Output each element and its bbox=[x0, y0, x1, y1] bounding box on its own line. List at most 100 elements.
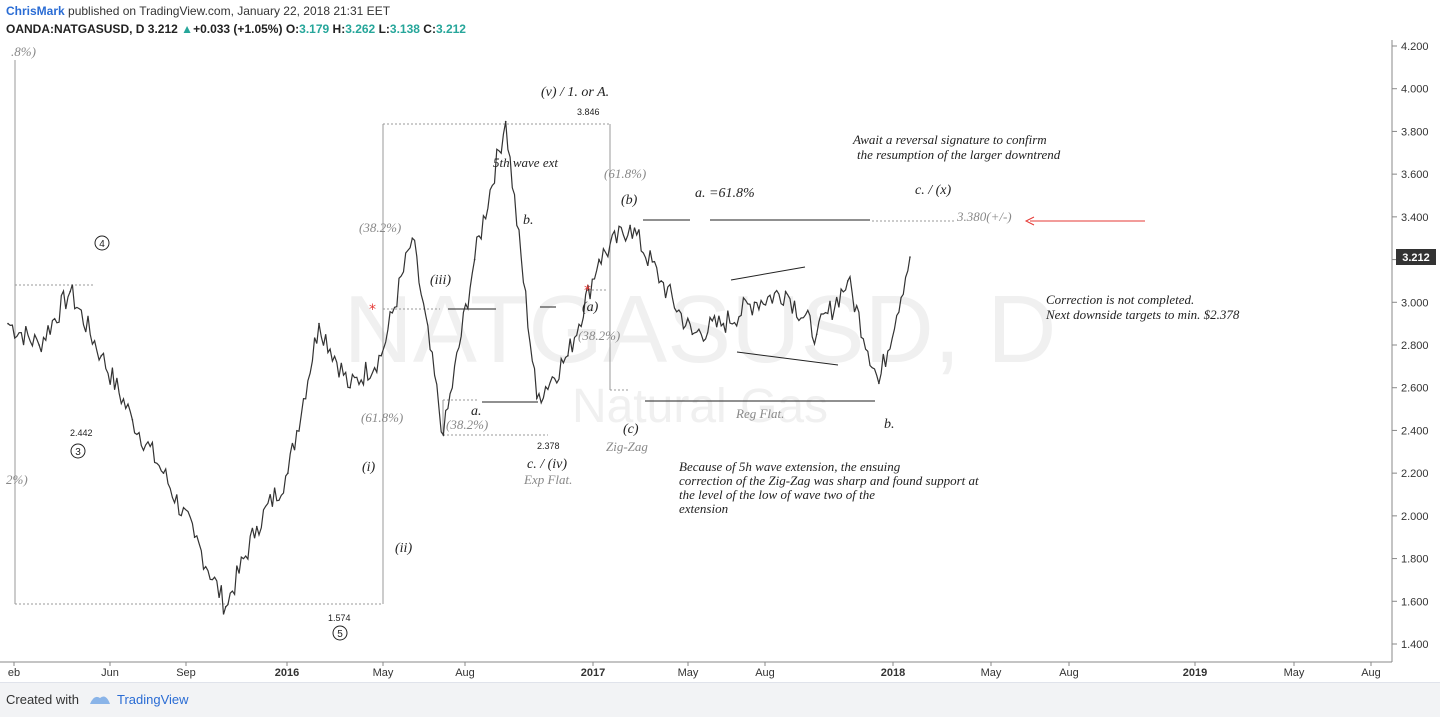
symbol-name[interactable]: OANDA:NATGASUSD, D bbox=[6, 22, 145, 36]
y-tick-label: 2.000 bbox=[1401, 511, 1429, 523]
price-point bbox=[162, 472, 165, 474]
fib-guides bbox=[15, 123, 955, 605]
fib-382-label-3: (38.2%) bbox=[578, 328, 620, 343]
x-tick-label: 2016 bbox=[275, 667, 299, 679]
note-because-1: Because of 5h wave extension, the ensuin… bbox=[679, 459, 901, 474]
wave-cx-label: c. / (x) bbox=[915, 183, 951, 198]
y-tick-label: 3.800 bbox=[1401, 126, 1429, 138]
price-point bbox=[847, 280, 849, 282]
red-asterisk-icon: * bbox=[369, 302, 376, 318]
price-point bbox=[753, 301, 756, 304]
x-tick-label: 2017 bbox=[581, 667, 605, 679]
chart-header: ChrisMark published on TradingView.com, … bbox=[0, 0, 1440, 40]
structure-line bbox=[730, 266, 806, 281]
change-value: +0.033 (+1.05%) bbox=[193, 22, 283, 36]
x-tick-label: Aug bbox=[1059, 667, 1079, 679]
low-value: 3.138 bbox=[389, 22, 420, 36]
up-arrow-icon: ▲ bbox=[181, 22, 194, 36]
x-tick-label: 2019 bbox=[1183, 667, 1207, 679]
wave-5-marker: 5 bbox=[332, 625, 348, 641]
left-pct-label-2: 2%) bbox=[6, 472, 28, 487]
price-point bbox=[691, 333, 694, 336]
target-label: 3.380(+/-) bbox=[956, 209, 1012, 224]
wave-i-label: (i) bbox=[362, 460, 376, 475]
fib-618-label: (61.8%) bbox=[604, 166, 646, 181]
x-tick-label: May bbox=[1284, 667, 1305, 679]
price-point bbox=[536, 397, 538, 400]
wave-civ-label: c. / (iv) bbox=[527, 457, 567, 472]
open-label: O: bbox=[285, 22, 300, 36]
note-because-4: extension bbox=[679, 501, 728, 516]
wave-4-label: 4 bbox=[99, 239, 105, 250]
fib-verticals bbox=[14, 60, 611, 604]
price-series[interactable] bbox=[7, 120, 911, 615]
tradingview-logo-icon[interactable] bbox=[88, 692, 112, 706]
wave-4-marker: 4 bbox=[94, 235, 110, 251]
note-correction: Correction is not completed. bbox=[1046, 292, 1194, 307]
x-tick-label: May bbox=[373, 667, 394, 679]
publish-line: ChrisMark published on TradingView.com, … bbox=[6, 4, 390, 18]
tradingview-link[interactable]: TradingView bbox=[117, 692, 189, 707]
high-label: H: bbox=[332, 22, 346, 36]
time-axis[interactable]: eb Jun Sep 2016 May Aug 2017 May Aug 2018 May Aug 20… bbox=[8, 662, 1381, 679]
low-2378-label: 2.378 bbox=[537, 441, 560, 451]
low-1574-label: 1.574 bbox=[328, 613, 351, 623]
y-tick-label: 3.400 bbox=[1401, 212, 1429, 224]
price-point bbox=[722, 322, 725, 325]
price-point bbox=[69, 290, 71, 293]
price-chart[interactable]: NATGASUSD, D Natural Gas 1.400 1.600 1.800… bbox=[0, 40, 1440, 682]
symbol-line: OANDA:NATGASUSD, D 3.212 ▲+0.033 (+1.05%… bbox=[6, 22, 466, 36]
wave-b-small-label: b. bbox=[523, 213, 534, 228]
arrow-left-icon bbox=[1024, 216, 1145, 226]
price-point bbox=[318, 322, 320, 325]
fib-382-label-2: (38.2%) bbox=[446, 417, 488, 432]
y-tick-label: 2.800 bbox=[1401, 340, 1429, 352]
published-text: published on TradingView.com, January 22… bbox=[68, 4, 391, 18]
y-tick-label: 2.400 bbox=[1401, 425, 1429, 437]
price-line bbox=[7, 121, 911, 615]
last-price: 3.212 bbox=[147, 22, 178, 36]
price-point bbox=[660, 280, 662, 282]
last-price-tag bbox=[1396, 249, 1436, 265]
wave-b-label: (b) bbox=[621, 193, 638, 208]
high-value-label: 3.846 bbox=[577, 107, 600, 117]
note-await-1: Await a reversal signature to confirm bbox=[852, 132, 1047, 147]
wave-a-small-label: a. bbox=[471, 404, 482, 419]
price-point bbox=[100, 354, 103, 357]
price-point bbox=[131, 419, 134, 421]
price-axis[interactable]: 1.400 1.600 1.800 2.000 2.200 2.400 2.600 2.800… bbox=[1392, 41, 1429, 651]
reg-flat-label: Reg Flat. bbox=[735, 406, 784, 421]
price-point bbox=[878, 382, 880, 385]
x-tick-label: Sep bbox=[176, 667, 196, 679]
y-tick-label: 2.600 bbox=[1401, 383, 1429, 395]
price-point bbox=[442, 434, 445, 436]
high-value: 3.262 bbox=[345, 22, 376, 36]
x-tick-label: eb bbox=[8, 667, 20, 679]
y-tick-label: 3.600 bbox=[1401, 169, 1429, 181]
price-point bbox=[7, 322, 9, 325]
note-because-3: the level of the low of wave two of the bbox=[679, 487, 875, 502]
low-2442-label: 2.442 bbox=[70, 428, 93, 438]
note-next-target: Next downside targets to min. $2.378 bbox=[1045, 307, 1240, 322]
price-point bbox=[38, 344, 40, 346]
footer: Created with TradingView bbox=[0, 682, 1440, 717]
note-await-2: the resumption of the larger downtrend bbox=[857, 147, 1061, 162]
author-link[interactable]: ChrisMark bbox=[6, 4, 65, 18]
wave-iii-label: (iii) bbox=[430, 273, 451, 288]
y-tick-label: 1.600 bbox=[1401, 596, 1429, 608]
y-tick-label: 2.200 bbox=[1401, 468, 1429, 480]
y-tick-label: 3.000 bbox=[1401, 297, 1429, 309]
open-value: 3.179 bbox=[299, 22, 330, 36]
y-tick-label: 1.800 bbox=[1401, 554, 1429, 566]
wave-3-label: 3 bbox=[75, 447, 81, 458]
structure-line bbox=[736, 351, 839, 366]
fib-618-label-2: (61.8%) bbox=[361, 410, 403, 425]
y-tick-label: 1.400 bbox=[1401, 639, 1429, 651]
price-point bbox=[411, 237, 414, 239]
exp-flat-label: Exp Flat. bbox=[523, 472, 572, 487]
price-point bbox=[598, 258, 600, 261]
wave-b-final-label: b. bbox=[884, 417, 895, 432]
wave-v-label: (v) / 1. or A. bbox=[541, 85, 609, 100]
x-tick-label: May bbox=[981, 667, 1002, 679]
zig-zag-label: Zig-Zag bbox=[606, 439, 648, 454]
